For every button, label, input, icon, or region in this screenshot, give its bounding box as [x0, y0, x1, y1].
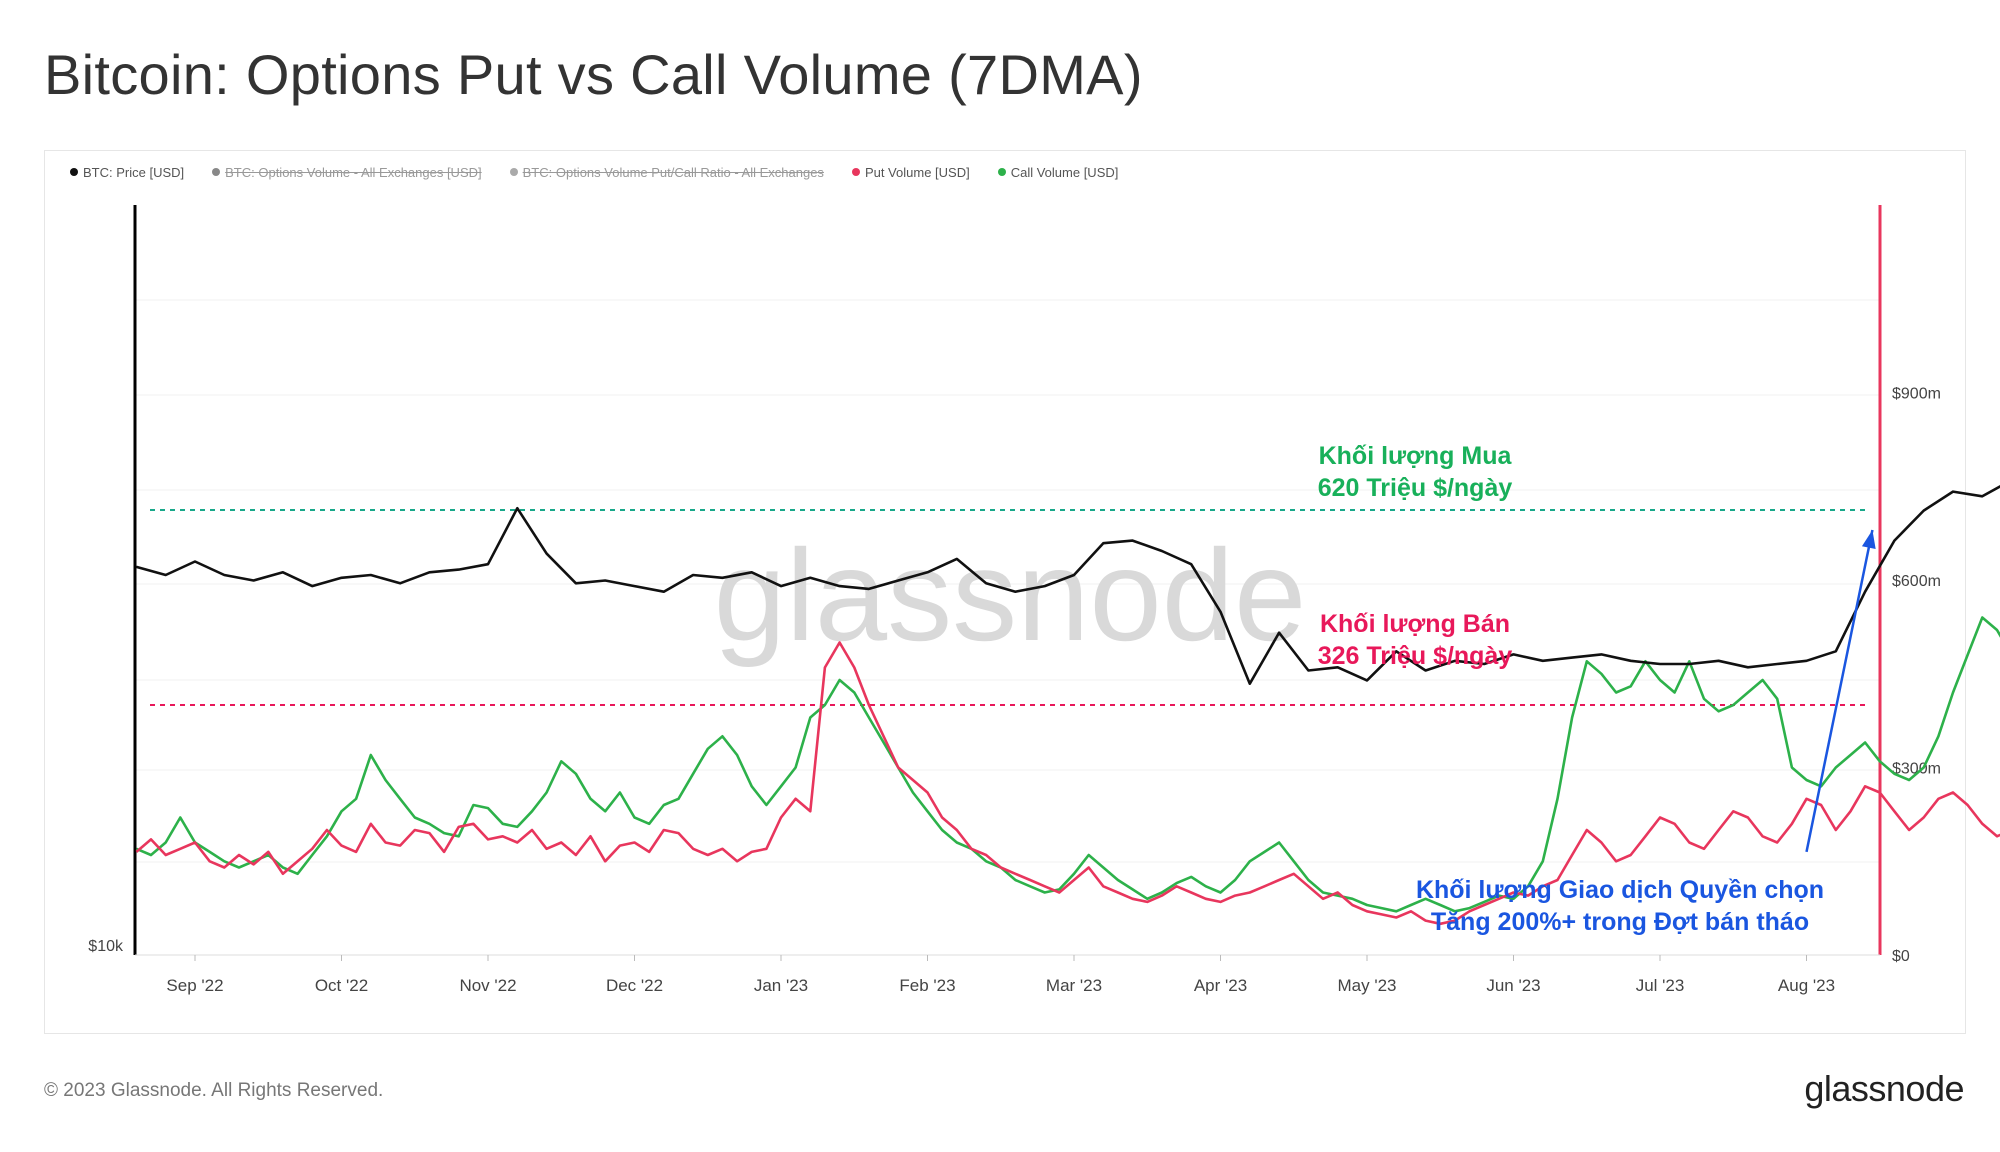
surge-arrow-line: [1805, 529, 1874, 853]
legend-item[interactable]: BTC: Options Volume Put/Call Ratio - All…: [509, 164, 824, 180]
btc-price-line: [136, 484, 2000, 685]
watermark-text: glassnode: [714, 522, 1307, 668]
put-annotation-line1: Khối lượng Bán: [1319, 610, 1511, 638]
x-tick-label: Dec '22: [606, 976, 663, 995]
chart-frame: [44, 150, 1966, 1034]
legend-dot-icon: [997, 168, 1006, 176]
legend-item[interactable]: Put Volume [USD]: [851, 164, 970, 180]
surge-arrow-head-icon: [1861, 530, 1876, 550]
x-tick-label: Jun '23: [1486, 976, 1540, 995]
surge-annotation-line2: Tăng 200%+ trong Đợt bán tháo: [1430, 908, 1810, 936]
x-tick-label: Jan '23: [754, 976, 808, 995]
x-tick-label: Sep '22: [166, 976, 223, 995]
legend-dot-icon: [509, 168, 518, 176]
x-tick-label: May '23: [1338, 976, 1397, 995]
surge-annotation-line1: Khối lượng Giao dịch Quyền chọn: [1415, 876, 1825, 904]
x-tick-label: Aug '23: [1778, 976, 1835, 995]
x-tick-label: Feb '23: [899, 976, 955, 995]
call-volume-line: [135, 616, 2000, 913]
x-tick-label: Nov '22: [459, 976, 516, 995]
x-tick-label: Jul '23: [1636, 976, 1685, 995]
legend-label: BTC: Options Volume - All Exchanges [USD…: [225, 164, 482, 180]
put-volume-annotation: Khối lượng Bán 326 Triệu $/ngày: [1215, 608, 1615, 672]
glassnode-logo[interactable]: glassnode: [1804, 1068, 1964, 1109]
x-tick-label: Mar '23: [1046, 976, 1102, 995]
legend-item[interactable]: BTC: Options Volume - All Exchanges [USD…: [212, 165, 482, 180]
legend-label: BTC: Price [USD]: [83, 164, 185, 180]
call-volume-annotation: Khối lượng Mua 620 Triệu $/ngày: [1215, 440, 1615, 504]
x-tick-label: Oct '22: [315, 976, 368, 995]
right-tick-label: $600m: [1892, 573, 1941, 590]
copyright-text: © 2023 Glassnode. All Rights Reserved.: [44, 1080, 384, 1101]
legend-dot-icon: [70, 168, 78, 176]
put-volume-line: [135, 641, 2000, 926]
page-title: Bitcoin: Options Put vs Call Volume (7DM…: [44, 43, 1143, 106]
legend-label: Put Volume [USD]: [864, 164, 970, 180]
legend-dot-icon: [851, 168, 860, 176]
call-annotation-line2: 620 Triệu $/ngày: [1317, 474, 1513, 502]
call-annotation-line1: Khối lượng Mua: [1318, 442, 1512, 470]
legend-item[interactable]: BTC: Price [USD]: [70, 165, 184, 180]
x-tick-label: Apr '23: [1194, 976, 1247, 995]
surge-annotation: Khối lượng Giao dịch Quyền chọn Tăng 200…: [1380, 874, 1860, 938]
right-tick-label: $0: [1892, 948, 1910, 965]
chart-legend: BTC: Price [USD] BTC: Options Volume - Al…: [70, 162, 1118, 182]
right-tick-label: $300m: [1892, 761, 1941, 778]
put-annotation-line2: 326 Triệu $/ngày: [1317, 642, 1513, 670]
legend-dot-icon: [212, 168, 221, 176]
legend-label: BTC: Options Volume Put/Call Ratio - All…: [522, 164, 824, 180]
left-tick-label: $10k: [88, 938, 124, 955]
legend-item[interactable]: Call Volume [USD]: [997, 164, 1119, 180]
legend-label: Call Volume [USD]: [1010, 164, 1119, 180]
right-tick-label: $900m: [1892, 386, 1941, 403]
